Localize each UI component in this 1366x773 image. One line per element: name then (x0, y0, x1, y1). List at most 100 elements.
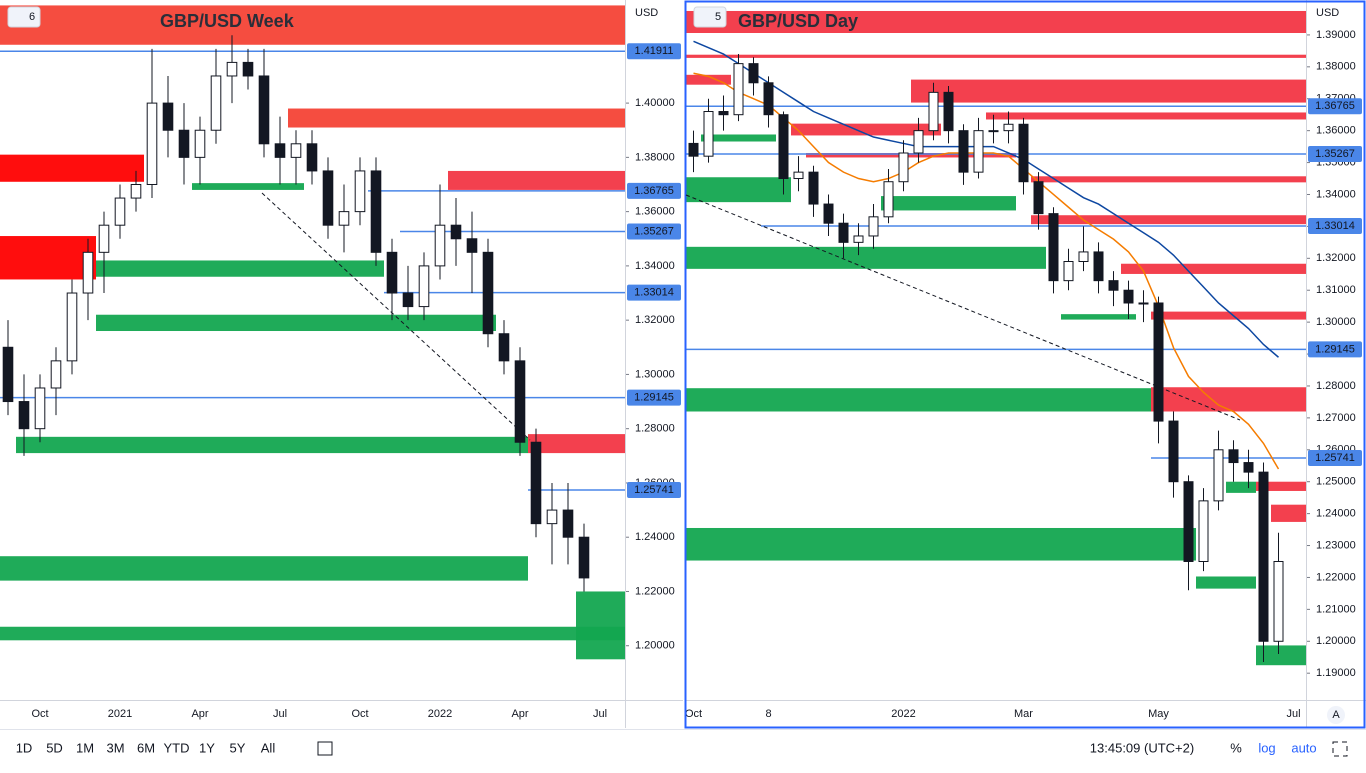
y-tick-label: 1.24000 (635, 531, 675, 543)
price-label: 1.36765 (634, 185, 674, 197)
day-chart: 1.19000 1.20000 1.21000 1.22000 1.23000 1.240… (685, 6, 1362, 720)
candle-body (386, 251, 398, 294)
candle-body (823, 203, 834, 224)
badge[interactable]: 6 (29, 11, 35, 23)
price-label-box (627, 284, 681, 301)
zone (96, 260, 384, 277)
zone (686, 246, 1046, 269)
price-label-box (627, 223, 681, 240)
zone (1256, 481, 1306, 491)
x-tick-label: 2021 (108, 708, 132, 720)
candle-body (973, 130, 984, 173)
candle-body (703, 111, 714, 157)
fullscreen-button[interactable] (1332, 741, 1348, 757)
candle-body (18, 401, 30, 430)
candle-body (1093, 251, 1104, 282)
y-tick-label: 1.34000 (1316, 188, 1356, 200)
y-tick-label: 1.34000 (635, 260, 675, 272)
zone (1256, 645, 1306, 666)
y-tick-label: 1.32000 (635, 314, 675, 326)
log-button[interactable]: log (1258, 740, 1275, 755)
zone (96, 314, 496, 332)
candle-body (1003, 123, 1014, 132)
range-button[interactable]: 1Y (199, 740, 215, 755)
x-tick-label: 2022 (891, 708, 915, 720)
candle-body (50, 360, 62, 389)
chart-title: GBP/USD Week (160, 11, 295, 31)
price-label-box (627, 43, 681, 60)
candle-body (928, 91, 939, 132)
badge[interactable]: 5 (715, 11, 721, 23)
auto-scale-label[interactable]: A (1332, 709, 1340, 721)
candle-body (226, 61, 238, 77)
auto-button[interactable]: auto (1291, 740, 1316, 755)
candle-body (562, 509, 574, 538)
price-label: 1.33014 (634, 287, 674, 299)
candle-body (210, 75, 222, 131)
candle-body (868, 216, 879, 237)
y-tick-label: 1.40000 (635, 97, 675, 109)
zone (1226, 481, 1256, 493)
currency[interactable]: USD (635, 7, 658, 19)
candle-body (958, 130, 969, 173)
range-button[interactable]: 5Y (230, 740, 246, 755)
percent-button[interactable]: % (1230, 740, 1242, 755)
candle-body (793, 171, 804, 180)
zone (0, 5, 625, 45)
candle-body (1123, 289, 1134, 304)
price-label: 1.35267 (634, 225, 674, 237)
range-button[interactable]: 5D (46, 740, 63, 755)
candle-body (688, 142, 699, 157)
candle-body (763, 82, 774, 116)
candle-body (194, 129, 206, 158)
zone (16, 436, 528, 454)
range-button[interactable]: 3M (106, 740, 124, 755)
x-tick-label: Apr (511, 708, 528, 720)
y-tick-label: 1.36000 (1316, 125, 1356, 137)
range-button[interactable]: 1D (16, 740, 33, 755)
candle-body (1108, 280, 1119, 291)
range-button[interactable]: YTD (164, 740, 190, 755)
currency[interactable]: USD (1316, 7, 1339, 19)
zone (576, 591, 625, 660)
zone (686, 54, 1306, 58)
price-label: 1.29145 (1315, 343, 1355, 355)
candle-body (306, 143, 318, 172)
price-label: 1.41911 (635, 45, 674, 57)
price-label-box (1308, 98, 1362, 115)
candle-body (242, 61, 254, 77)
zone (1121, 263, 1306, 274)
candle-body (450, 224, 462, 240)
candle-body (748, 63, 759, 84)
y-tick-label: 1.22000 (635, 585, 675, 597)
range-button[interactable]: 1M (76, 740, 94, 755)
range-button[interactable]: All (261, 740, 276, 755)
auto-scale-button[interactable] (1327, 706, 1345, 724)
zone (528, 434, 625, 454)
x-tick-label: Mar (1014, 708, 1033, 720)
candle-body (114, 197, 126, 226)
badge-box[interactable] (7, 6, 41, 28)
date-range-button[interactable] (317, 741, 333, 756)
price-label-box (627, 389, 681, 406)
range-button[interactable]: 6M (137, 740, 155, 755)
zone (1151, 311, 1306, 320)
x-tick-label: 8 (765, 708, 771, 720)
candle-body (546, 509, 558, 525)
candle-body (1078, 251, 1089, 263)
y-tick-label: 1.28000 (635, 423, 675, 435)
y-tick-label: 1.21000 (1316, 603, 1356, 615)
candle-body (913, 130, 924, 154)
x-tick-label: Oct (31, 708, 48, 720)
candle-body (322, 170, 334, 226)
price-label: 1.25741 (634, 484, 674, 496)
x-tick-label: Oct (685, 708, 702, 720)
badge-box[interactable] (693, 6, 727, 28)
candle-body (1243, 462, 1254, 473)
price-label: 1.35267 (1315, 148, 1355, 160)
candle-body (82, 251, 94, 294)
candle-body (162, 102, 174, 131)
candle-body (883, 181, 894, 218)
candle-body (146, 102, 158, 185)
price-label-box (627, 182, 681, 199)
